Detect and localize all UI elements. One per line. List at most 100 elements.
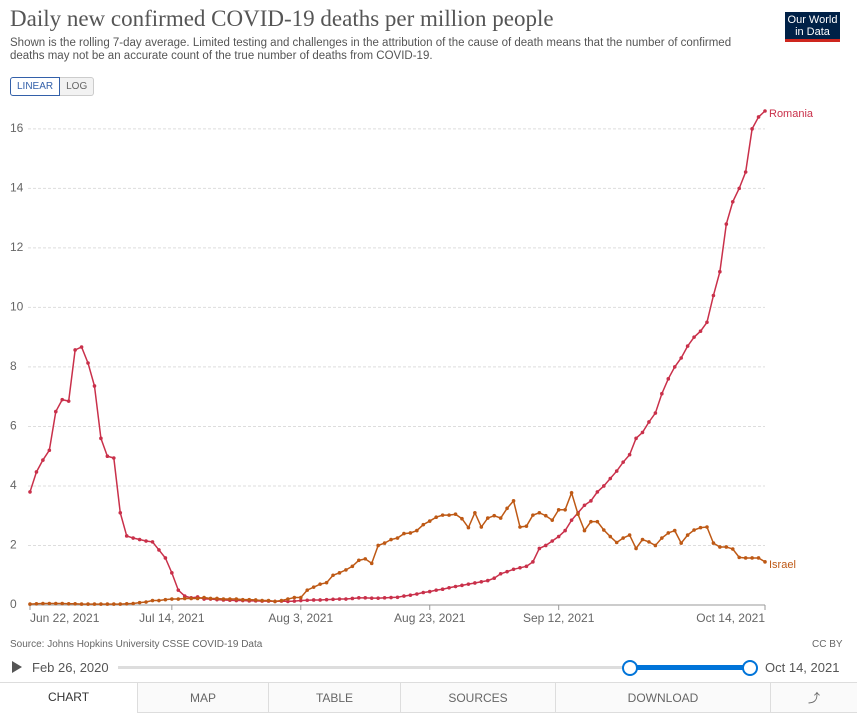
data-point	[473, 581, 477, 585]
logo[interactable]: Our World in Data	[785, 12, 840, 42]
linear-button[interactable]: LINEAR	[10, 77, 61, 96]
data-point	[647, 420, 651, 424]
data-point	[653, 411, 658, 415]
data-point	[92, 602, 97, 606]
data-point	[718, 545, 722, 549]
data-point	[705, 525, 709, 529]
data-point	[47, 448, 52, 453]
data-point	[460, 583, 464, 588]
data-point	[543, 543, 548, 548]
data-point	[718, 269, 722, 274]
data-point	[389, 537, 393, 542]
data-point	[28, 602, 32, 606]
data-point	[266, 598, 271, 603]
data-point	[382, 596, 387, 600]
data-point	[505, 506, 509, 511]
data-point	[711, 293, 716, 298]
scale-toggle: LINEAR LOG	[10, 77, 95, 96]
share-button[interactable]: ⤴	[770, 683, 857, 713]
data-point	[415, 592, 419, 596]
data-point	[756, 556, 761, 560]
data-point	[144, 539, 148, 543]
x-tick-label: Sep 12, 2021	[523, 611, 595, 625]
data-point	[511, 567, 516, 572]
data-point	[537, 546, 542, 551]
data-point	[337, 571, 342, 575]
tab[interactable]: MAP	[137, 683, 268, 713]
data-point	[556, 507, 561, 512]
play-button[interactable]	[12, 661, 22, 673]
data-point	[479, 579, 484, 584]
y-tick-label: 8	[10, 359, 17, 373]
timeline-start-handle[interactable]	[622, 660, 638, 676]
data-point	[195, 596, 200, 601]
data-point	[376, 543, 380, 548]
data-point	[189, 596, 193, 601]
data-point	[170, 571, 174, 575]
data-point	[634, 436, 638, 441]
log-button[interactable]: LOG	[60, 77, 95, 96]
data-point	[589, 519, 593, 524]
timeline-track[interactable]	[118, 666, 750, 669]
data-point	[311, 598, 316, 602]
data-point	[124, 534, 129, 538]
chart-subtitle: Shown is the rolling 7-day average. Limi…	[10, 37, 732, 62]
data-point	[492, 576, 497, 581]
data-point	[28, 490, 32, 494]
data-point	[498, 516, 503, 520]
tab[interactable]: CHART	[0, 683, 137, 713]
data-point	[672, 365, 677, 369]
data-point	[382, 541, 387, 545]
tab[interactable]: SOURCES	[400, 683, 555, 713]
data-point	[47, 601, 52, 606]
data-point	[763, 560, 767, 564]
tab[interactable]: TABLE	[268, 683, 400, 713]
source[interactable]: Source: Johns Hopkins University CSSE CO…	[10, 639, 263, 650]
data-point	[150, 540, 155, 544]
data-point	[537, 510, 542, 515]
data-point	[286, 597, 290, 601]
data-point	[318, 598, 322, 602]
license[interactable]: CC BY	[812, 639, 843, 650]
data-point	[298, 598, 303, 603]
data-point	[653, 543, 658, 548]
x-tick-label: Aug 3, 2021	[268, 611, 333, 625]
data-point	[415, 528, 419, 533]
data-point	[350, 564, 355, 569]
data-point	[86, 361, 90, 365]
data-point	[318, 582, 322, 586]
data-point	[447, 585, 451, 590]
data-point	[743, 170, 748, 174]
data-point	[202, 595, 206, 600]
data-point	[421, 590, 426, 595]
data-point	[434, 588, 438, 592]
data-point	[363, 557, 368, 561]
data-point	[511, 499, 516, 503]
data-point	[672, 528, 677, 533]
timeline-end-handle[interactable]	[742, 660, 758, 676]
data-point	[608, 534, 613, 539]
data-point	[756, 115, 761, 119]
data-point	[60, 601, 65, 606]
data-point	[679, 541, 683, 545]
data-point	[208, 596, 213, 601]
data-point	[576, 512, 580, 517]
data-point	[685, 344, 690, 348]
x-tick-label: Jun 22, 2021	[30, 611, 100, 625]
data-point	[460, 516, 464, 521]
data-point	[730, 199, 735, 204]
data-point	[563, 507, 567, 512]
data-point	[176, 597, 181, 601]
x-tick-label: Jul 14, 2021	[139, 611, 205, 625]
data-point	[311, 585, 316, 589]
data-point	[157, 598, 161, 603]
data-point	[53, 409, 58, 414]
data-point	[118, 510, 123, 515]
data-point	[60, 397, 65, 402]
tab[interactable]: DOWNLOAD	[555, 683, 770, 713]
data-point	[337, 597, 342, 601]
data-point	[556, 534, 561, 539]
data-point	[666, 377, 671, 381]
data-point	[305, 588, 310, 592]
